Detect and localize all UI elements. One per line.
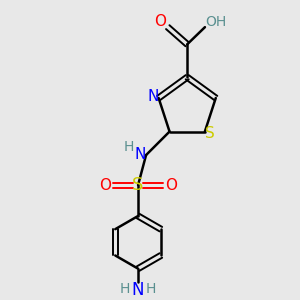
Text: N: N — [147, 89, 159, 104]
Text: O: O — [165, 178, 177, 193]
Text: O: O — [154, 14, 166, 29]
Text: H: H — [124, 140, 134, 154]
Text: O: O — [99, 178, 111, 193]
Text: N: N — [134, 147, 146, 162]
Text: OH: OH — [205, 15, 226, 29]
Text: H: H — [146, 282, 156, 296]
Text: S: S — [205, 125, 215, 140]
Text: H: H — [119, 282, 130, 296]
Text: N: N — [132, 281, 144, 299]
Text: S: S — [132, 176, 144, 194]
